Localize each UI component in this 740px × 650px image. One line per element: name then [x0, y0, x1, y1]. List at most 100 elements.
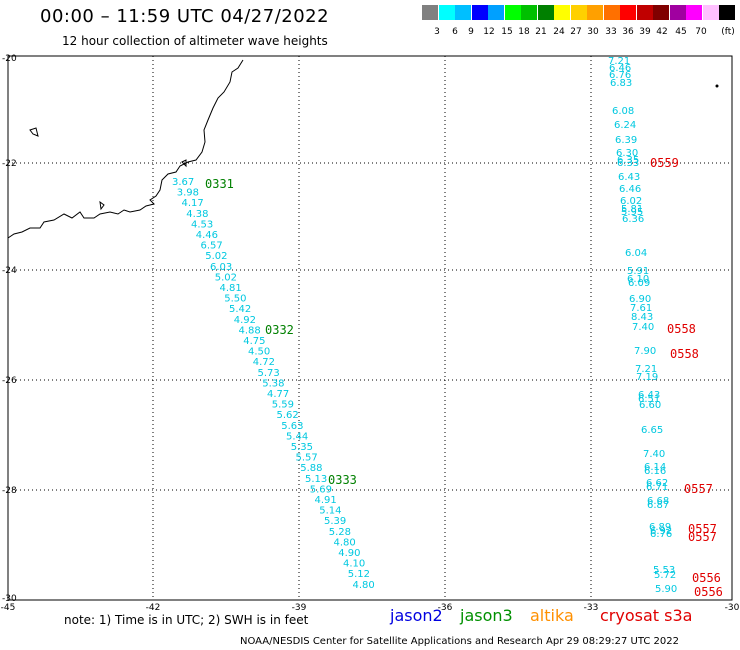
y-axis-label: -28	[2, 486, 17, 496]
swh-value: 6.60	[639, 400, 661, 411]
swh-value: 4.80	[353, 580, 375, 591]
swh-value: 4.77	[267, 389, 289, 400]
swh-value: 4.81	[220, 283, 242, 294]
swh-value: 5.59	[272, 400, 294, 411]
swh-value: 6.16	[644, 466, 666, 477]
swh-value: 5.50	[224, 294, 246, 305]
swh-value: 4.88	[239, 325, 261, 336]
swh-value: 6.68	[647, 496, 669, 507]
x-axis-label: -39	[292, 603, 307, 613]
legend-swatch	[570, 5, 587, 20]
swh-value: 6.10	[627, 274, 649, 285]
swh-value: 3.67	[172, 177, 194, 188]
swh-value: 5.90	[655, 584, 677, 595]
track-id: 0333	[328, 473, 357, 487]
legend-swatch	[422, 5, 438, 20]
swh-value: 6.62	[646, 478, 668, 489]
legend-swatch	[488, 5, 504, 20]
legend-swatch	[455, 5, 471, 20]
y-axis-label: -30	[2, 594, 17, 604]
legend-label: 15	[501, 27, 513, 37]
legend-swatch	[653, 5, 669, 20]
legend-swatch	[620, 5, 636, 20]
swh-value: 4.17	[182, 198, 204, 209]
swh-value: 5.95	[621, 207, 643, 218]
y-axis-label: -26	[2, 376, 17, 386]
x-axis-label: -33	[584, 603, 599, 613]
track-id: 0556	[694, 585, 723, 599]
legend-label: 18	[518, 27, 530, 37]
y-axis-label: -20	[2, 54, 17, 64]
island	[99, 200, 105, 211]
swh-value: 5.14	[319, 506, 341, 517]
legend-label: 3	[434, 27, 440, 37]
track-id: 0331	[205, 177, 234, 191]
legend-swatch	[438, 5, 455, 20]
swh-value: 6.57	[201, 241, 223, 252]
satellite-name: cryosat s3a	[600, 606, 693, 625]
legend-swatch	[521, 5, 537, 20]
track-id: 0558	[670, 347, 699, 361]
swh-value: 5.42	[229, 304, 251, 315]
swh-value: 6.83	[610, 78, 632, 89]
swh-value: 7.21	[608, 56, 630, 67]
legend-swatch	[719, 5, 735, 20]
swh-value: 4.72	[253, 357, 275, 368]
legend-label: 21	[535, 27, 547, 37]
swh-value: 4.92	[234, 315, 256, 326]
legend-label: 9	[468, 27, 474, 37]
data-point	[715, 84, 719, 88]
swh-value: 5.38	[262, 378, 284, 389]
track-id: 0558	[667, 322, 696, 336]
legend-label: 24	[553, 27, 565, 37]
legend-swatch	[702, 5, 719, 20]
track-id: 0557	[688, 522, 717, 536]
legend-swatch	[554, 5, 570, 20]
legend-swatch	[504, 5, 521, 20]
legend-label: 39	[639, 27, 651, 37]
swh-value: 5.63	[281, 421, 303, 432]
swh-value: 6.90	[629, 294, 651, 305]
swh-value: 6.43	[638, 390, 660, 401]
track-id: 0559	[650, 156, 679, 170]
swh-value: 7.90	[634, 346, 656, 357]
swh-value: 5.35	[291, 442, 313, 453]
swh-value: 4.90	[338, 548, 360, 559]
swh-value: 6.46	[619, 184, 641, 195]
legend-label: 70	[695, 27, 707, 37]
legend-label: 33	[605, 27, 617, 37]
map-frame	[7, 55, 733, 601]
swh-value: 6.35	[617, 155, 639, 166]
legend-swatch	[686, 5, 702, 20]
y-axis-label: -22	[2, 159, 17, 169]
track-id: 0557	[684, 482, 713, 496]
swh-value: 6.14	[644, 462, 666, 473]
swh-value: 6.39	[615, 135, 637, 146]
swh-value: 5.28	[329, 527, 351, 538]
swh-value: 6.09	[628, 278, 650, 289]
satellite-name: jason2	[390, 606, 443, 625]
swh-value: 4.91	[315, 495, 337, 506]
swh-value: 7.21	[635, 364, 657, 375]
swh-value: 5.02	[215, 272, 237, 283]
x-axis-label: -42	[146, 603, 161, 613]
legend-swatch	[669, 5, 686, 20]
swh-value: 5.88	[300, 463, 322, 474]
swh-value: 5.44	[286, 431, 308, 442]
swh-value: 3.98	[177, 188, 199, 199]
legend-label: 12	[483, 27, 495, 37]
legend-swatch	[471, 5, 488, 20]
units-note: note: 1) Time is in UTC; 2) SWH is in fe…	[64, 613, 309, 627]
swh-value: 5.39	[324, 516, 346, 527]
swh-value: 4.80	[334, 537, 356, 548]
swh-value: 6.03	[210, 262, 232, 273]
swh-value: 6.76	[650, 529, 672, 540]
track-id: 0332	[265, 323, 294, 337]
swh-value: 6.24	[614, 120, 636, 131]
legend-label: 45	[675, 27, 687, 37]
swh-value: 6.71	[646, 482, 668, 493]
legend-unit: (ft)	[721, 27, 735, 37]
legend-swatch	[587, 5, 603, 20]
y-axis-label: -24	[2, 266, 17, 276]
